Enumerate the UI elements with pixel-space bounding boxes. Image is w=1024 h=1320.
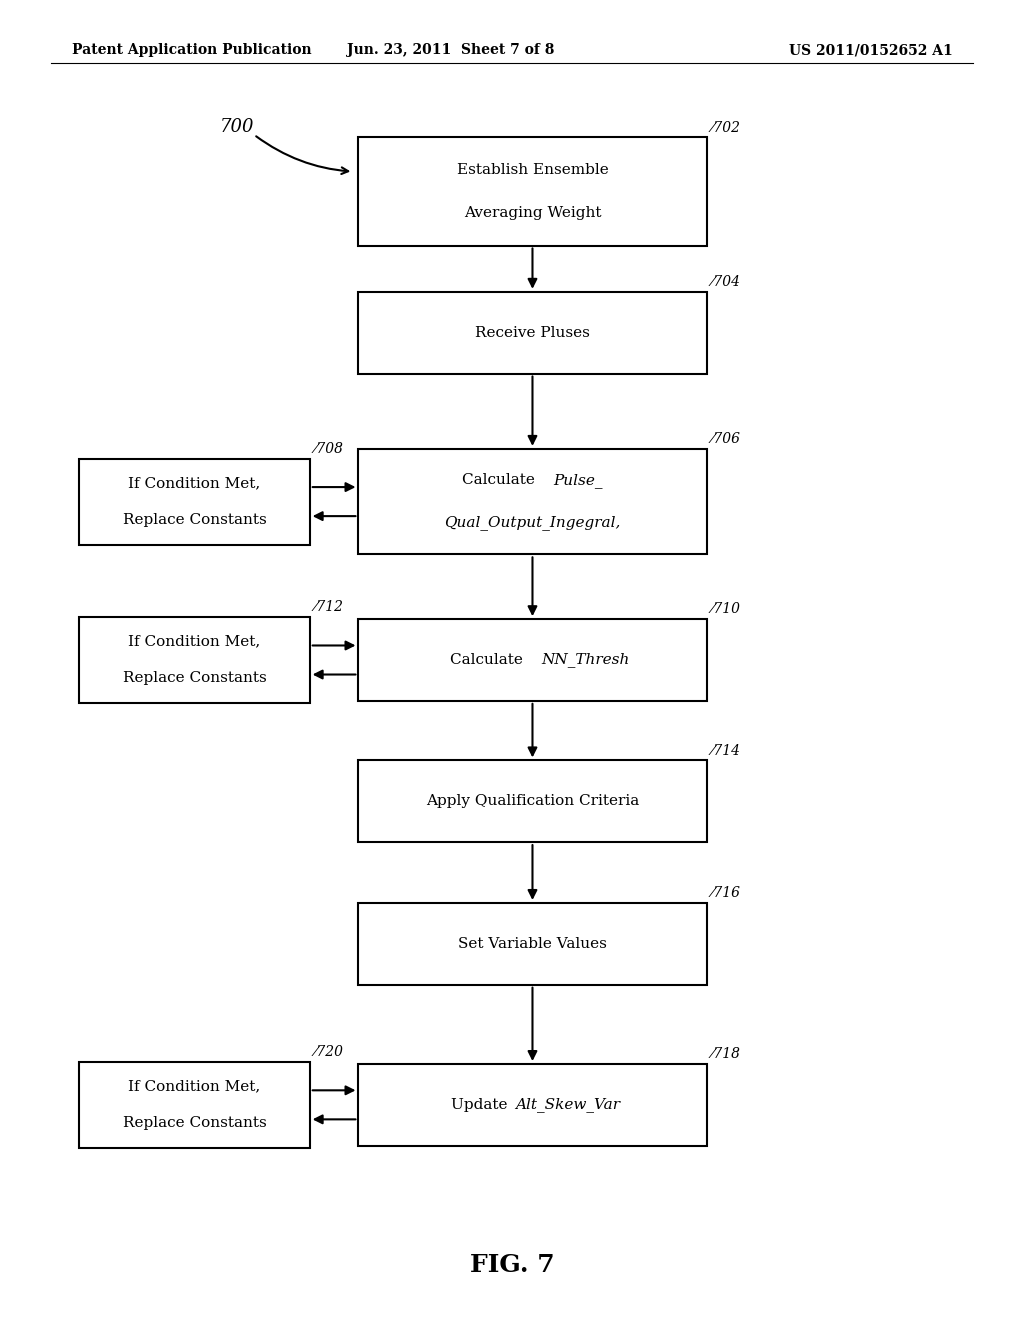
Text: US 2011/0152652 A1: US 2011/0152652 A1 xyxy=(788,44,952,57)
Text: ⁄718: ⁄718 xyxy=(712,1047,740,1061)
Text: ⁄710: ⁄710 xyxy=(712,602,740,616)
Text: If Condition Met,: If Condition Met, xyxy=(128,635,261,648)
Bar xyxy=(358,449,707,554)
Text: Alt_Skew_Var: Alt_Skew_Var xyxy=(515,1097,621,1113)
Bar xyxy=(358,292,707,374)
Text: ⁄720: ⁄720 xyxy=(315,1045,344,1059)
Text: Replace Constants: Replace Constants xyxy=(123,1117,266,1130)
Text: If Condition Met,: If Condition Met, xyxy=(128,1080,261,1093)
Text: Qual_Output_Ingegral,: Qual_Output_Ingegral, xyxy=(444,515,621,531)
Text: Update: Update xyxy=(451,1098,512,1111)
Text: ⁄702: ⁄702 xyxy=(712,120,740,135)
Text: 700: 700 xyxy=(220,117,255,136)
Text: ⁄704: ⁄704 xyxy=(712,275,740,289)
Text: ⁄714: ⁄714 xyxy=(712,743,740,758)
Bar xyxy=(80,1061,309,1147)
Bar xyxy=(358,137,707,246)
Bar xyxy=(358,619,707,701)
Text: Replace Constants: Replace Constants xyxy=(123,513,266,527)
Text: Jun. 23, 2011  Sheet 7 of 8: Jun. 23, 2011 Sheet 7 of 8 xyxy=(347,44,554,57)
Text: ⁄712: ⁄712 xyxy=(315,601,344,615)
Bar xyxy=(358,1064,707,1146)
Text: NN_Thresh: NN_Thresh xyxy=(542,652,630,668)
Text: FIG. 7: FIG. 7 xyxy=(470,1253,554,1276)
Text: If Condition Met,: If Condition Met, xyxy=(128,477,261,490)
Text: Set Variable Values: Set Variable Values xyxy=(458,937,607,950)
Text: Receive Pluses: Receive Pluses xyxy=(475,326,590,339)
Text: Calculate: Calculate xyxy=(450,653,527,667)
Text: Apply Qualification Criteria: Apply Qualification Criteria xyxy=(426,795,639,808)
Bar xyxy=(358,760,707,842)
Bar xyxy=(80,458,309,544)
Text: Establish Ensemble: Establish Ensemble xyxy=(457,164,608,177)
Text: ⁄706: ⁄706 xyxy=(712,432,740,446)
Text: Calculate: Calculate xyxy=(462,474,540,487)
Text: Averaging Weight: Averaging Weight xyxy=(464,206,601,219)
Bar xyxy=(358,903,707,985)
Text: ⁄708: ⁄708 xyxy=(315,442,344,457)
Bar xyxy=(80,618,309,702)
Text: Patent Application Publication: Patent Application Publication xyxy=(72,44,311,57)
Text: ⁄716: ⁄716 xyxy=(712,886,740,900)
Text: Pulse_: Pulse_ xyxy=(554,473,603,488)
Text: Replace Constants: Replace Constants xyxy=(123,672,266,685)
